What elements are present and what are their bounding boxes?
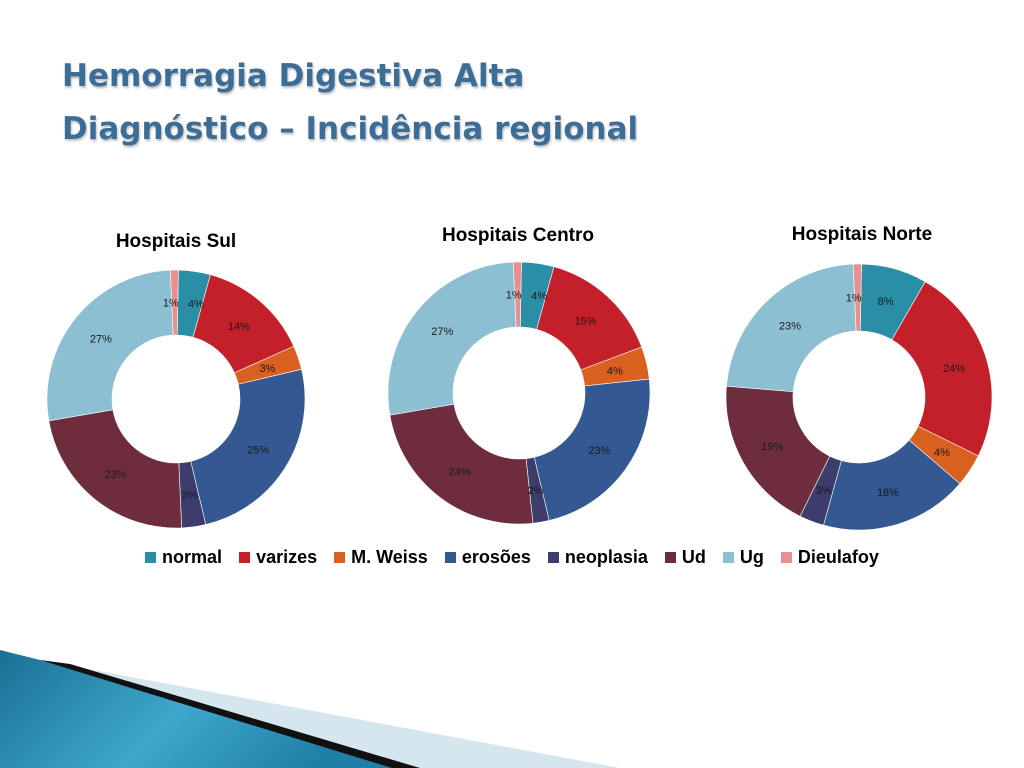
chart-title-centro: Hospitais Centro [441, 225, 595, 246]
slice-sul-ud [48, 409, 182, 529]
legend-label-ud: Ud [681, 547, 706, 567]
data-label-sul-dieulafoy: 1% [163, 298, 179, 310]
chart-title-norte: Hospitais Norte [791, 224, 933, 245]
chart-legend: normal varizes M. Weiss erosões neoplasi… [0, 547, 1024, 568]
data-label-norte-normal: 8% [878, 296, 894, 308]
slice-sul-dieulafoy [170, 269, 179, 336]
donut-charts: 4% 14% 3% 25% 3% 23% 27% 1% 4% 15% 4% 23% 2% 24% 27% 1%… [46, 261, 993, 531]
legend-swatch-ug [722, 552, 734, 563]
data-label-centro-erosoes: 23% [588, 445, 610, 457]
legend-item-ug: Ug [722, 547, 764, 568]
legend-label-m-weiss: M. Weiss [351, 547, 428, 567]
legend-item-ud: Ud [664, 547, 706, 568]
data-label-norte-varizes: 24% [943, 363, 965, 375]
data-label-centro-neoplasia: 2% [528, 485, 544, 497]
data-label-sul-neoplasia: 3% [181, 490, 197, 502]
slice-norte-dieulafoy [852, 263, 862, 332]
data-label-sul-erosoes: 25% [247, 445, 269, 457]
decor-dark-stripe [40, 660, 420, 768]
legend-item-normal: normal [145, 547, 222, 568]
slice-centro-ug [387, 261, 517, 416]
decor-pale-stripe [0, 660, 620, 768]
data-label-centro-dieulafoy: 1% [506, 290, 522, 302]
legend-swatch-neoplasia [547, 552, 559, 563]
legend-label-varizes: varizes [256, 547, 318, 567]
legend-swatch-ud [664, 552, 676, 563]
data-label-norte-ug: 23% [779, 320, 801, 332]
legend-item-dieulafoy: Dieulafoy [780, 547, 879, 568]
data-label-centro-ud: 24% [449, 467, 471, 479]
data-label-sul-varizes: 14% [228, 321, 250, 333]
data-label-centro-normal: 4% [531, 291, 547, 303]
slice-norte-varizes [891, 281, 993, 457]
legend-item-erosoes: erosões [444, 547, 531, 568]
legend-label-erosoes: erosões [461, 547, 531, 567]
data-label-norte-ud: 19% [761, 441, 783, 453]
slice-sul-ug [46, 269, 174, 422]
slice-centro-ud [389, 403, 534, 525]
data-label-centro-m-weiss: 4% [607, 365, 623, 377]
legend-swatch-m-weiss [334, 552, 346, 563]
data-label-norte-erosoes: 18% [877, 487, 899, 499]
data-label-norte-dieulafoy: 1% [846, 293, 862, 305]
slide-title: Hemorragia Digestiva Alta Diagnóstico – … [62, 50, 638, 157]
data-label-sul-normal: 4% [188, 299, 204, 311]
chart-title-sul: Hospitais Sul [115, 231, 237, 252]
slide-title-line-2: Diagnóstico – Incidência regional [62, 111, 639, 148]
data-label-norte-m-weiss: 4% [934, 447, 950, 459]
slice-norte-ug [726, 263, 857, 392]
legend-swatch-varizes [239, 552, 251, 563]
slice-sul-erosoes [190, 368, 306, 525]
donut-chart-norte: 8% 24% 4% 18% 3% 19% 23% 1% [725, 263, 993, 531]
legend-label-ug: Ug [739, 547, 764, 567]
data-label-sul-ud: 23% [104, 469, 126, 481]
legend-label-normal: normal [162, 547, 223, 567]
slide-title-line-1: Hemorragia Digestiva Alta [62, 58, 525, 94]
data-label-centro-varizes: 15% [575, 315, 597, 327]
legend-swatch-normal [145, 552, 157, 563]
donut-chart-centro: 4% 15% 4% 23% 2% 24% 27% 1% [387, 261, 651, 525]
legend-label-neoplasia: neoplasia [564, 547, 648, 567]
data-label-norte-neoplasia: 3% [816, 485, 832, 497]
legend-swatch-dieulafoy [780, 552, 792, 563]
slice-centro-dieulafoy [512, 261, 522, 328]
data-label-sul-ug: 27% [90, 333, 112, 345]
data-label-sul-m-weiss: 3% [259, 363, 275, 375]
legend-swatch-erosoes [444, 552, 456, 563]
donut-chart-sul: 4% 14% 3% 25% 3% 23% 27% 1% [46, 269, 306, 529]
slice-norte-ud [725, 385, 831, 517]
legend-item-m-weiss: M. Weiss [334, 547, 428, 568]
legend-item-neoplasia: neoplasia [547, 547, 648, 568]
data-label-centro-ug: 27% [431, 326, 453, 338]
legend-item-varizes: varizes [239, 547, 317, 568]
legend-label-dieulafoy: Dieulafoy [797, 547, 879, 567]
slice-centro-erosoes [533, 378, 651, 521]
